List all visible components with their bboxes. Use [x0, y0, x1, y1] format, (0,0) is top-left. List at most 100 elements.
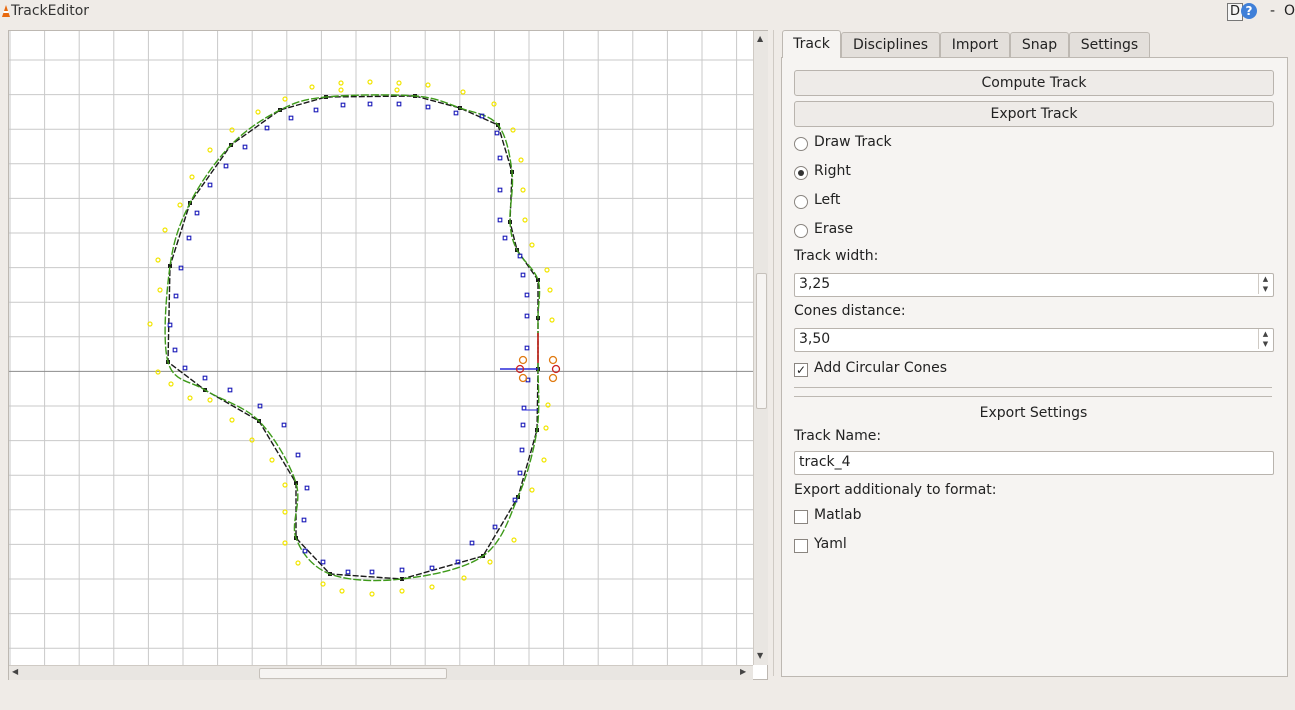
splitter[interactable] — [773, 30, 774, 676]
blue-cone — [492, 524, 498, 530]
spin-down-icon[interactable]: ▼ — [1258, 339, 1272, 349]
yellow-cone — [168, 381, 174, 387]
yellow-cone — [147, 321, 153, 327]
mode-label: Right — [814, 163, 851, 179]
spin-up-icon[interactable]: ▲ — [1258, 329, 1272, 339]
vertical-scroll-thumb[interactable] — [756, 273, 767, 409]
yellow-cone — [189, 174, 195, 180]
blue-cone — [524, 292, 530, 298]
blue-cone — [367, 101, 373, 107]
blue-cone — [455, 559, 461, 565]
track-drawing[interactable] — [9, 31, 753, 665]
orange-cone — [518, 373, 528, 383]
yellow-cone — [282, 96, 288, 102]
yellow-cone — [229, 417, 235, 423]
radio-icon[interactable] — [794, 224, 808, 238]
vertical-scrollbar[interactable]: ▲ ▼ — [753, 31, 768, 665]
yellow-cone — [545, 402, 551, 408]
yellow-cone — [511, 537, 517, 543]
blue-cone — [340, 102, 346, 108]
separator — [794, 387, 1272, 388]
yellow-cone — [338, 87, 344, 93]
yellow-cone — [229, 127, 235, 133]
track-name-label: Track Name: — [794, 428, 882, 444]
yellow-cone — [339, 588, 345, 594]
horizontal-scrollbar[interactable]: ◀ ▶ — [9, 665, 753, 680]
yellow-cone — [510, 127, 516, 133]
track-width-spinbox[interactable]: 3,25 ▲ ▼ — [794, 273, 1274, 297]
orange-cone — [548, 373, 558, 383]
export-track-button[interactable]: Export Track — [794, 101, 1274, 127]
yellow-cone — [162, 227, 168, 233]
tab-import[interactable]: Import — [940, 32, 1010, 58]
cones-distance-value[interactable]: 3,50 — [799, 331, 831, 347]
blue-cone — [520, 272, 526, 278]
help-icon[interactable]: ? — [1241, 3, 1257, 19]
track-name-input[interactable]: track_4 — [794, 451, 1274, 475]
horizontal-scroll-thumb[interactable] — [259, 668, 447, 679]
blue-cone — [295, 452, 301, 458]
blue-cone — [173, 293, 179, 299]
radio-icon[interactable] — [794, 137, 808, 151]
blue-cone — [178, 265, 184, 271]
mode-label: Draw Track — [814, 134, 892, 150]
blue-cone — [453, 110, 459, 116]
blue-cone — [519, 447, 525, 453]
spin-up-icon[interactable]: ▲ — [1258, 274, 1272, 284]
scroll-up-icon[interactable]: ▲ — [757, 34, 764, 43]
tab-settings[interactable]: Settings — [1069, 32, 1150, 58]
export-format-label: Export additionaly to format: — [794, 482, 997, 498]
checkbox-icon[interactable] — [794, 539, 808, 553]
track-width-value[interactable]: 3,25 — [799, 276, 831, 292]
yellow-cone — [155, 257, 161, 263]
minimize-button[interactable]: - — [1270, 3, 1276, 19]
yellow-cone — [177, 202, 183, 208]
checkbox-checked-icon[interactable]: ✓ — [794, 363, 808, 377]
track-canvas[interactable]: ▲ ▼ ◀ ▶ — [8, 30, 768, 680]
blue-cone — [396, 101, 402, 107]
yellow-cone — [394, 87, 400, 93]
yellow-cone — [429, 584, 435, 590]
scroll-down-icon[interactable]: ▼ — [757, 651, 764, 660]
blue-cone — [502, 235, 508, 241]
tab-snap[interactable]: Snap — [1010, 32, 1069, 58]
tab-disciplines[interactable]: Disciplines — [841, 32, 940, 58]
blue-cone — [242, 144, 248, 150]
yellow-cone — [338, 80, 344, 86]
blue-cone — [497, 187, 503, 193]
yellow-cone — [460, 89, 466, 95]
yellow-cone — [544, 267, 550, 273]
compute-track-button[interactable]: Compute Track — [794, 70, 1274, 96]
checkbox-icon[interactable] — [794, 510, 808, 524]
track-width-label: Track width: — [794, 248, 879, 264]
yellow-cone — [367, 79, 373, 85]
mode-label: Left — [814, 192, 841, 208]
checkbox-label: Add Circular Cones — [814, 360, 948, 376]
blue-cone — [223, 163, 229, 169]
orange-cone — [518, 355, 528, 365]
yellow-cone — [295, 560, 301, 566]
export-settings-title: Export Settings — [979, 405, 1088, 421]
scroll-right-icon[interactable]: ▶ — [740, 667, 747, 676]
scroll-left-icon[interactable]: ◀ — [12, 667, 19, 676]
yellow-cone — [282, 482, 288, 488]
spin-down-icon[interactable]: ▼ — [1258, 284, 1272, 294]
blue-cone — [512, 497, 518, 503]
yellow-cone — [518, 157, 524, 163]
track-name-value[interactable]: track_4 — [799, 454, 851, 470]
start-red-cone — [551, 364, 561, 374]
radio-icon[interactable] — [794, 195, 808, 209]
restore-button[interactable]: O — [1284, 3, 1295, 19]
radio-selected-icon[interactable] — [794, 166, 808, 180]
track-waypoint — [168, 264, 172, 268]
blue-cone — [521, 405, 527, 411]
blue-cone — [497, 217, 503, 223]
blue-cone — [172, 347, 178, 353]
yellow-cone — [522, 217, 528, 223]
tab-track[interactable]: Track — [782, 30, 841, 58]
blue-cone — [301, 517, 307, 523]
blue-cone — [302, 548, 308, 554]
cones-distance-spinbox[interactable]: 3,50 ▲ ▼ — [794, 328, 1274, 352]
yellow-cone — [529, 487, 535, 493]
yellow-cone — [541, 457, 547, 463]
